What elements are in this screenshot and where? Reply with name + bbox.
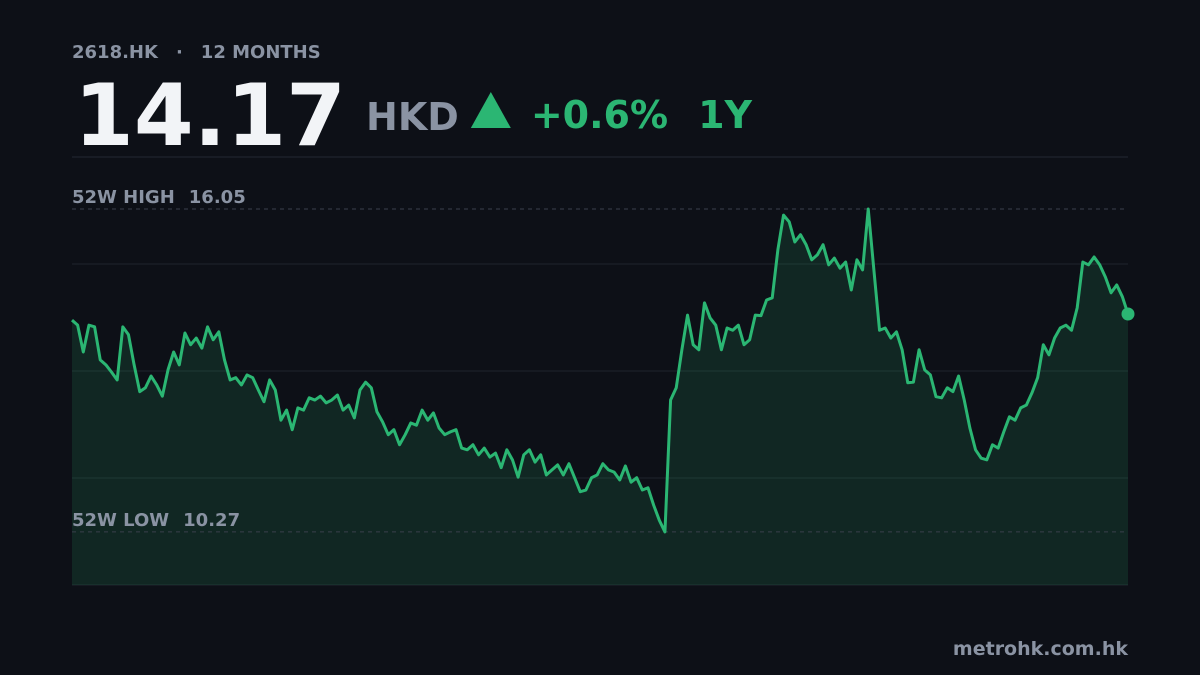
reference-value: 10.27 xyxy=(183,510,240,531)
period-label: 12 MONTHS xyxy=(201,42,321,63)
ticker: 2618.HK xyxy=(72,42,159,63)
reference-name: 52W HIGH xyxy=(72,187,175,208)
change: +0.6% xyxy=(531,93,668,137)
price: 14.17 xyxy=(74,66,346,166)
separator: · xyxy=(176,42,183,63)
header: 2618.HK · 12 MONTHS xyxy=(72,42,321,63)
price-line xyxy=(71,207,1130,534)
currency: HKD xyxy=(366,95,459,139)
range: 1Y xyxy=(698,93,752,137)
reference-value: 16.05 xyxy=(189,187,246,208)
reference-name: 52W LOW xyxy=(72,510,169,531)
source: metrohk.com.hk xyxy=(953,638,1128,660)
price-area xyxy=(72,208,1128,585)
last-point xyxy=(1121,307,1135,321)
up-arrow xyxy=(470,92,511,128)
reference-label: 52W LOW 10.27 xyxy=(72,510,240,531)
plot: 52W HIGH 16.05 52W LOW 10.27 xyxy=(71,187,1135,585)
reference-label: 52W HIGH 16.05 xyxy=(72,187,246,208)
